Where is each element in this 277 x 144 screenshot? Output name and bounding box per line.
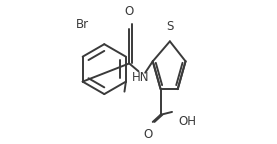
Text: Br: Br	[76, 18, 89, 31]
Text: O: O	[125, 5, 134, 18]
Text: OH: OH	[179, 115, 197, 128]
Text: S: S	[166, 20, 174, 33]
Text: O: O	[143, 128, 152, 141]
Text: HN: HN	[132, 71, 149, 84]
